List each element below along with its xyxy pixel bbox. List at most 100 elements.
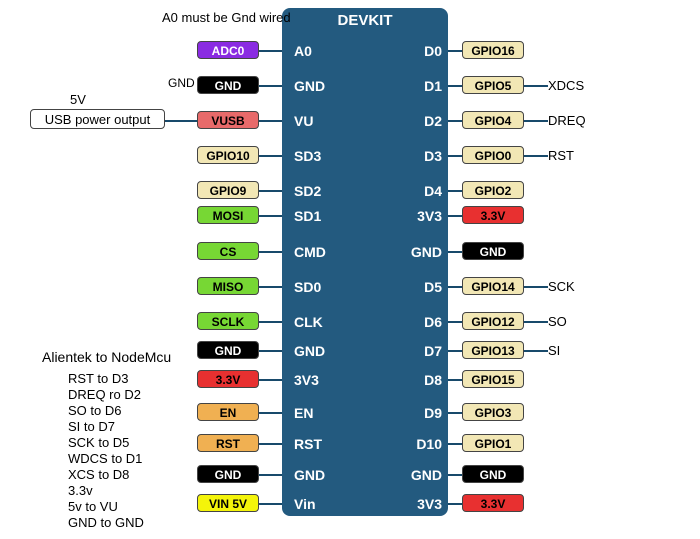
left-box-12: RST [197,434,259,452]
left-pin-3: SD3 [294,148,321,164]
left-box-3: GPIO10 [197,146,259,164]
right-pin-13: GND [408,467,442,483]
right-pin-10: D8 [408,372,442,388]
left-pin-10: 3V3 [294,372,319,388]
left-box-11: EN [197,403,259,421]
left-box-1: GND [197,76,259,94]
right-box-13: GND [462,465,524,483]
right-annotation-5: SI [548,343,560,358]
annot-lead-1 [524,120,548,122]
left-lead-11 [259,412,282,414]
left-pin-6: CMD [294,244,326,260]
right-box-14: 3.3V [462,494,524,512]
right-box-8: GPIO12 [462,312,524,330]
map-line-9: GND to GND [68,515,144,530]
right-pin-12: D10 [408,436,442,452]
right-lead-5 [448,215,462,217]
top-note: A0 must be Gnd wired [162,10,291,25]
right-box-6: GND [462,242,524,260]
right-pin-4: D4 [408,183,442,199]
right-box-2: GPIO4 [462,111,524,129]
right-box-7: GPIO14 [462,277,524,295]
left-box-0: ADC0 [197,41,259,59]
left-box-7: MISO [197,277,259,295]
annot-lead-2 [524,155,548,157]
right-pin-14: 3V3 [408,496,442,512]
map-line-5: WDCS to D1 [68,451,142,466]
right-lead-13 [448,474,462,476]
left-lead-9 [259,350,282,352]
right-annotation-2: RST [548,148,574,163]
right-box-9: GPIO13 [462,341,524,359]
annot-lead-0 [524,85,548,87]
right-lead-1 [448,85,462,87]
left-lead-4 [259,190,282,192]
map-line-8: 5v to VU [68,499,118,514]
left-lead-1 [259,85,282,87]
map-line-1: DREQ ro D2 [68,387,141,402]
right-box-11: GPIO3 [462,403,524,421]
right-pin-7: D5 [408,279,442,295]
annot-lead-3 [524,286,548,288]
left-box-4: GPIO9 [197,181,259,199]
fiveV-label: 5V [70,92,86,107]
right-box-10: GPIO15 [462,370,524,388]
left-pin-8: CLK [294,314,323,330]
right-annotation-1: DREQ [548,113,586,128]
left-lead-12 [259,443,282,445]
left-pin-9: GND [294,343,325,359]
right-lead-3 [448,155,462,157]
right-box-4: GPIO2 [462,181,524,199]
usb-power-output: USB power output [30,109,165,129]
left-pin-5: SD1 [294,208,321,224]
right-pin-8: D6 [408,314,442,330]
left-box-2: VUSB [197,111,259,129]
map-line-2: SO to D6 [68,403,121,418]
right-lead-7 [448,286,462,288]
map-line-7: 3.3v [68,483,93,498]
right-box-12: GPIO1 [462,434,524,452]
map-line-3: SI to D7 [68,419,115,434]
right-box-1: GPIO5 [462,76,524,94]
left-lead-14 [259,503,282,505]
gnd-small-label: GND [168,76,195,90]
left-pin-1: GND [294,78,325,94]
map-line-6: XCS to D8 [68,467,129,482]
left-pin-13: GND [294,467,325,483]
left-lead-13 [259,474,282,476]
annot-lead-4 [524,321,548,323]
right-annotation-3: SCK [548,279,575,294]
right-lead-11 [448,412,462,414]
right-pin-1: D1 [408,78,442,94]
left-lead-8 [259,321,282,323]
left-lead-7 [259,286,282,288]
right-lead-9 [448,350,462,352]
left-pin-0: A0 [294,43,312,59]
right-box-0: GPIO16 [462,41,524,59]
map-line-0: RST to D3 [68,371,128,386]
left-pin-11: EN [294,405,313,421]
right-lead-6 [448,251,462,253]
right-lead-10 [448,379,462,381]
right-lead-0 [448,50,462,52]
left-pin-7: SD0 [294,279,321,295]
right-lead-14 [448,503,462,505]
right-lead-2 [448,120,462,122]
left-lead-0 [259,50,282,52]
right-pin-11: D9 [408,405,442,421]
chip-title: DEVKIT [282,12,448,29]
left-pin-12: RST [294,436,322,452]
left-box-13: GND [197,465,259,483]
right-lead-12 [448,443,462,445]
left-pin-14: Vin [294,496,316,512]
left-lead-10 [259,379,282,381]
right-pin-9: D7 [408,343,442,359]
right-annotation-0: XDCS [548,78,584,93]
right-lead-4 [448,190,462,192]
left-lead-5 [259,215,282,217]
right-pin-3: D3 [408,148,442,164]
right-box-5: 3.3V [462,206,524,224]
left-box-5: MOSI [197,206,259,224]
left-box-10: 3.3V [197,370,259,388]
left-pin-2: VU [294,113,313,129]
